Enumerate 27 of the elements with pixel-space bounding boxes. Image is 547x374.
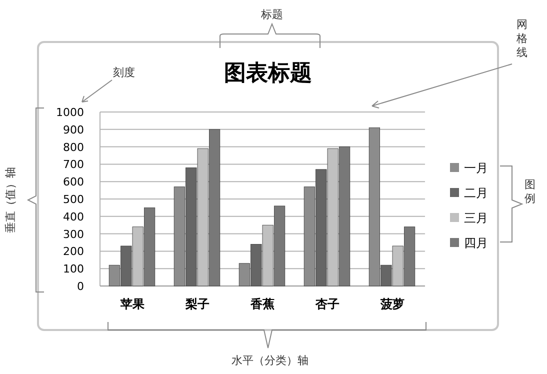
y-tick-label: 700 bbox=[63, 158, 84, 172]
y-tick-label: 900 bbox=[63, 123, 84, 136]
y-tick-label: 800 bbox=[63, 140, 84, 154]
legend-label: 三月 bbox=[464, 211, 488, 225]
y-tick-label: 600 bbox=[63, 176, 84, 189]
y-tick-label: 0 bbox=[77, 280, 84, 293]
y-tick-label: 1000 bbox=[56, 106, 84, 119]
x-tick-label: 苹果 bbox=[120, 297, 146, 311]
y-tick-label: 300 bbox=[63, 228, 84, 241]
x-tick-label: 梨子 bbox=[184, 297, 210, 311]
text: 标题 bbox=[260, 8, 283, 21]
text: 刻度 bbox=[113, 66, 135, 79]
x-tick-label: 杏子 bbox=[314, 297, 340, 311]
y-tick-label: 500 bbox=[63, 193, 84, 206]
chart-title: 图表标题 bbox=[224, 61, 312, 86]
x-tick-label: 菠萝 bbox=[380, 297, 404, 311]
y-tick-label: 400 bbox=[63, 210, 84, 224]
text: 水平（分类）轴 bbox=[232, 354, 308, 367]
y-tick-label: 100 bbox=[63, 262, 84, 276]
text: 网格线 bbox=[516, 18, 528, 59]
y-tick-label: 200 bbox=[63, 245, 84, 258]
text: 图例 bbox=[524, 178, 536, 205]
x-tick-label: 香蕉 bbox=[250, 297, 274, 311]
legend-label: 二月 bbox=[464, 186, 488, 200]
legend-label: 一月 bbox=[464, 161, 488, 175]
text: 垂直（值）轴 bbox=[4, 167, 17, 233]
legend-label: 四月 bbox=[464, 236, 488, 250]
